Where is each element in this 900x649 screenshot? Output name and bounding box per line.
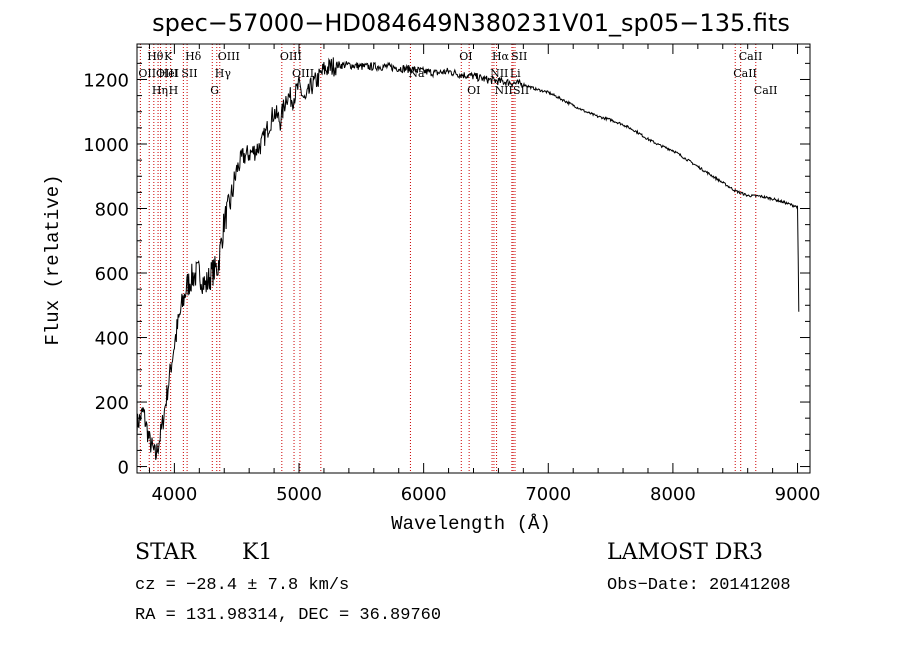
line-marker-label: NII <box>490 67 508 80</box>
spectrum-line <box>137 57 800 460</box>
line-marker-label: H <box>169 84 179 97</box>
line-marker-label: OIII <box>280 50 302 63</box>
y-tick-label: 1200 <box>83 70 129 91</box>
x-tick-label: 5000 <box>276 484 322 505</box>
object-subclass: K1 <box>242 540 272 565</box>
y-tick-label: 400 <box>95 329 129 350</box>
line-marker-label: Hδ <box>185 50 202 63</box>
x-tick-label: 4000 <box>151 484 197 505</box>
line-marker-label: SII <box>511 50 527 63</box>
plot-frame <box>136 43 811 474</box>
y-axis: 0 200 400 600 800 1000 1200 <box>83 46 810 479</box>
x-tick-label: 7000 <box>525 484 571 505</box>
line-marker-label: OIII <box>292 67 314 80</box>
x-axis-label: Wavelength (Å) <box>391 513 551 535</box>
line-marker-label: OI <box>459 50 472 63</box>
line-marker-label: OII <box>138 67 156 80</box>
x-tick-label: 6000 <box>401 484 447 505</box>
survey-label: LAMOST DR3 <box>607 540 763 565</box>
line-marker-label: CaII <box>754 84 778 97</box>
line-marker-label: Hθ <box>147 50 164 63</box>
line-marker-label: NII <box>495 84 513 97</box>
line-marker-label: Na <box>408 67 425 80</box>
chart-title: spec−57000−HD084649N380231V01_sp05−135.f… <box>152 9 790 37</box>
x-tick-label: 9000 <box>775 484 821 505</box>
line-marker-label: Hη <box>152 84 168 97</box>
line-marker-label: K <box>164 50 173 63</box>
y-tick-label: 1000 <box>83 135 129 156</box>
line-marker-label: SII <box>181 67 197 80</box>
line-marker-label: CaII <box>733 67 757 80</box>
y-tick-label: 600 <box>95 264 129 285</box>
spectrum-series <box>137 57 800 460</box>
object-class: STAR <box>135 540 197 565</box>
line-marker-label: SII <box>513 84 529 97</box>
y-tick-label: 200 <box>95 393 129 414</box>
line-marker-label: G <box>210 84 219 97</box>
y-axis-label: Flux (relative) <box>42 174 64 345</box>
line-marker-label: OI <box>467 84 480 97</box>
redshift-value: cz = −28.4 ± 7.8 km/s <box>135 576 349 595</box>
x-tick-label: 8000 <box>650 484 696 505</box>
y-tick-label: 800 <box>95 200 129 221</box>
line-marker-label: CaII <box>739 50 763 63</box>
line-markers <box>139 44 757 473</box>
line-marker-label: Hα <box>492 50 510 63</box>
line-marker-label: Li <box>510 67 521 80</box>
observation-date: Obs−Date: 20141208 <box>607 576 791 595</box>
line-marker-label: Hγ <box>215 67 232 80</box>
y-tick-label: 0 <box>118 458 129 479</box>
line-marker-label: OIII <box>218 50 240 63</box>
line-marker-label: HeI <box>159 67 179 80</box>
line-marker-label: OIII <box>156 67 178 80</box>
coordinates: RA = 131.98314, DEC = 36.89760 <box>135 606 441 625</box>
x-axis: 4000 5000 6000 7000 8000 9000 <box>148 44 821 505</box>
